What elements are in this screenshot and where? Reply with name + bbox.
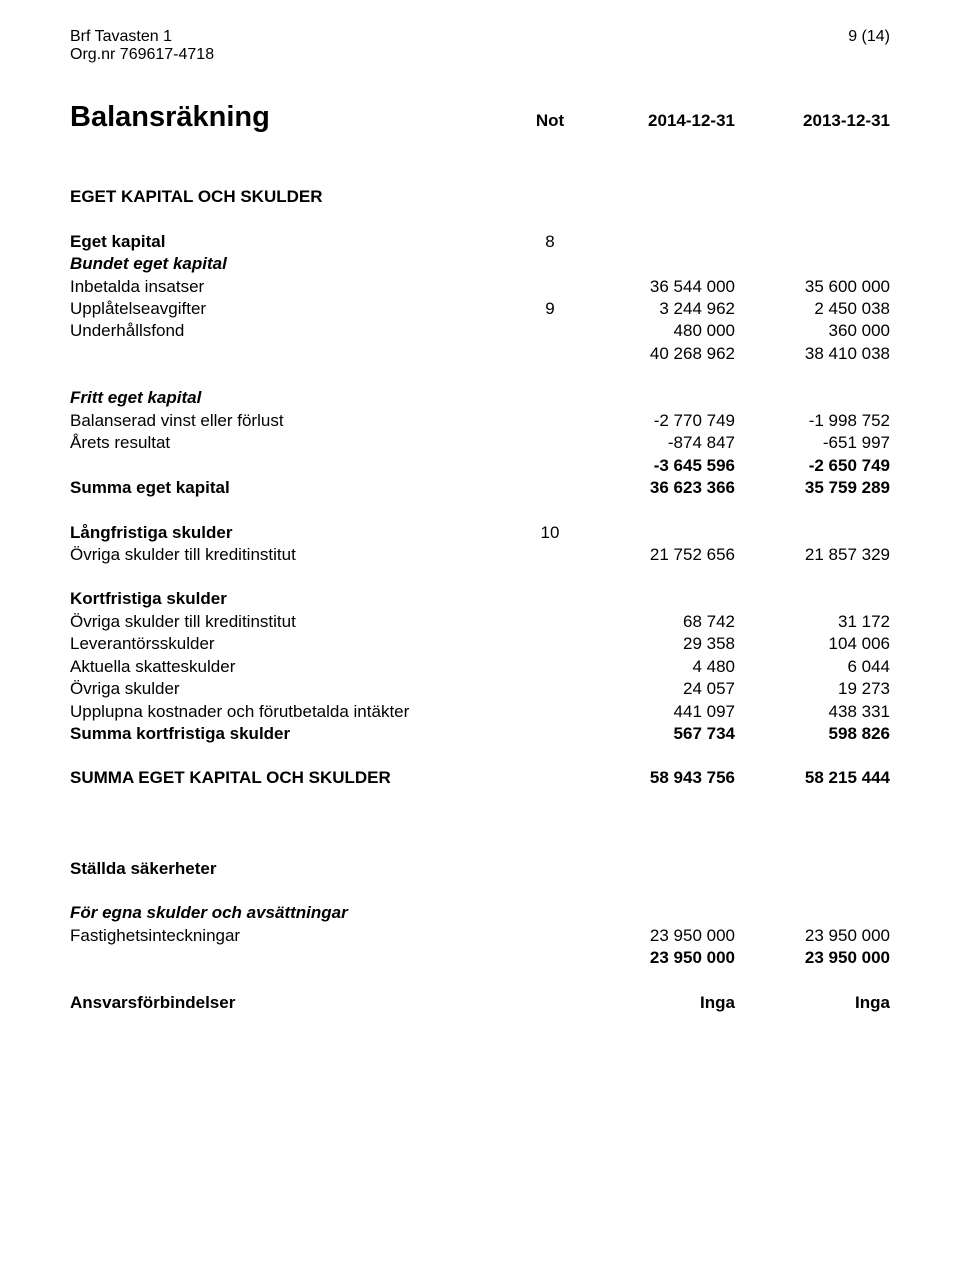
balance-table: Balansräkning Not 2014-12-31 2013-12-31 … (70, 98, 890, 1014)
row-value-current: 3 244 962 (580, 298, 735, 320)
row-value-prior: 2 450 038 (735, 298, 890, 320)
stallda-heading: Ställda säkerheter (70, 858, 890, 880)
note-ref: 9 (520, 298, 580, 320)
row-value-current: 21 752 656 (580, 544, 735, 566)
grand-total-current: 58 943 756 (580, 767, 735, 789)
page-title: Balansräkning (70, 98, 520, 136)
fritt-heading: Fritt eget kapital (70, 387, 890, 409)
row-value-current: 68 742 (580, 611, 735, 633)
page-header: Brf Tavasten 1 Org.nr 769617-4718 9 (14) (70, 28, 890, 64)
row-value-prior: 19 273 (735, 678, 890, 700)
lfs-heading: Långfristiga skulder (70, 522, 520, 544)
row-value-current: 23 950 000 (580, 925, 735, 947)
subtotal-prior: -2 650 749 (735, 455, 890, 477)
row-label: Övriga skulder till kreditinstitut (70, 611, 520, 633)
summa-eget-label: Summa eget kapital (70, 477, 520, 499)
row-value-current: 29 358 (580, 633, 735, 655)
row-value-current: 441 097 (580, 701, 735, 723)
summa-kfs-prior: 598 826 (735, 723, 890, 745)
row-value-prior: 104 006 (735, 633, 890, 655)
row-value-prior: 35 600 000 (735, 276, 890, 298)
section-heading: EGET KAPITAL OCH SKULDER (70, 186, 890, 208)
subtotal-current: 23 950 000 (580, 947, 735, 969)
row-label: Övriga skulder till kreditinstitut (70, 544, 520, 566)
row-label: Årets resultat (70, 432, 520, 454)
summa-kfs-label: Summa kortfristiga skulder (70, 723, 520, 745)
row-value-current: 36 544 000 (580, 276, 735, 298)
row-value-prior: 23 950 000 (735, 925, 890, 947)
row-label: Underhållsfond (70, 320, 520, 342)
subtotal-prior: 38 410 038 (735, 343, 890, 365)
row-label: Aktuella skatteskulder (70, 656, 520, 678)
org-number: Org.nr 769617-4718 (70, 46, 214, 64)
bundet-heading: Bundet eget kapital (70, 253, 890, 275)
grand-total-prior: 58 215 444 (735, 767, 890, 789)
subtotal-current: -3 645 596 (580, 455, 735, 477)
row-value-prior: 360 000 (735, 320, 890, 342)
row-value-current: 24 057 (580, 678, 735, 700)
row-value-current: -874 847 (580, 432, 735, 454)
page-number: 9 (14) (848, 28, 890, 46)
summa-eget-prior: 35 759 289 (735, 477, 890, 499)
note-ref: 8 (520, 231, 580, 253)
row-value-current: 480 000 (580, 320, 735, 342)
row-value-current: 4 480 (580, 656, 735, 678)
grand-total-label: SUMMA EGET KAPITAL OCH SKULDER (70, 767, 520, 789)
row-label: Inbetalda insatser (70, 276, 520, 298)
summa-kfs-current: 567 734 (580, 723, 735, 745)
col-header-current: 2014-12-31 (580, 110, 735, 132)
summa-eget-current: 36 623 366 (580, 477, 735, 499)
row-label: Upplåtelseavgifter (70, 298, 520, 320)
stallda-sub: För egna skulder och avsättningar (70, 902, 890, 924)
col-header-prior: 2013-12-31 (735, 110, 890, 132)
row-value-prior: -651 997 (735, 432, 890, 454)
row-label: Balanserad vinst eller förlust (70, 410, 520, 432)
eget-kapital-heading: Eget kapital (70, 231, 520, 253)
row-label: Övriga skulder (70, 678, 520, 700)
col-header-note: Not (520, 110, 580, 132)
row-value-prior: 438 331 (735, 701, 890, 723)
company-name: Brf Tavasten 1 (70, 28, 214, 46)
row-value-prior: 21 857 329 (735, 544, 890, 566)
row-value-prior: 6 044 (735, 656, 890, 678)
subtotal-current: 40 268 962 (580, 343, 735, 365)
note-ref: 10 (520, 522, 580, 544)
row-value-current: -2 770 749 (580, 410, 735, 432)
ansvar-label: Ansvarsförbindelser (70, 992, 520, 1014)
subtotal-prior: 23 950 000 (735, 947, 890, 969)
row-label: Leverantörsskulder (70, 633, 520, 655)
row-label: Upplupna kostnader och förutbetalda intä… (70, 701, 520, 723)
kfs-heading: Kortfristiga skulder (70, 588, 890, 610)
row-value-prior: 31 172 (735, 611, 890, 633)
ansvar-prior: Inga (735, 992, 890, 1014)
row-label: Fastighetsinteckningar (70, 925, 520, 947)
ansvar-current: Inga (580, 992, 735, 1014)
row-value-prior: -1 998 752 (735, 410, 890, 432)
